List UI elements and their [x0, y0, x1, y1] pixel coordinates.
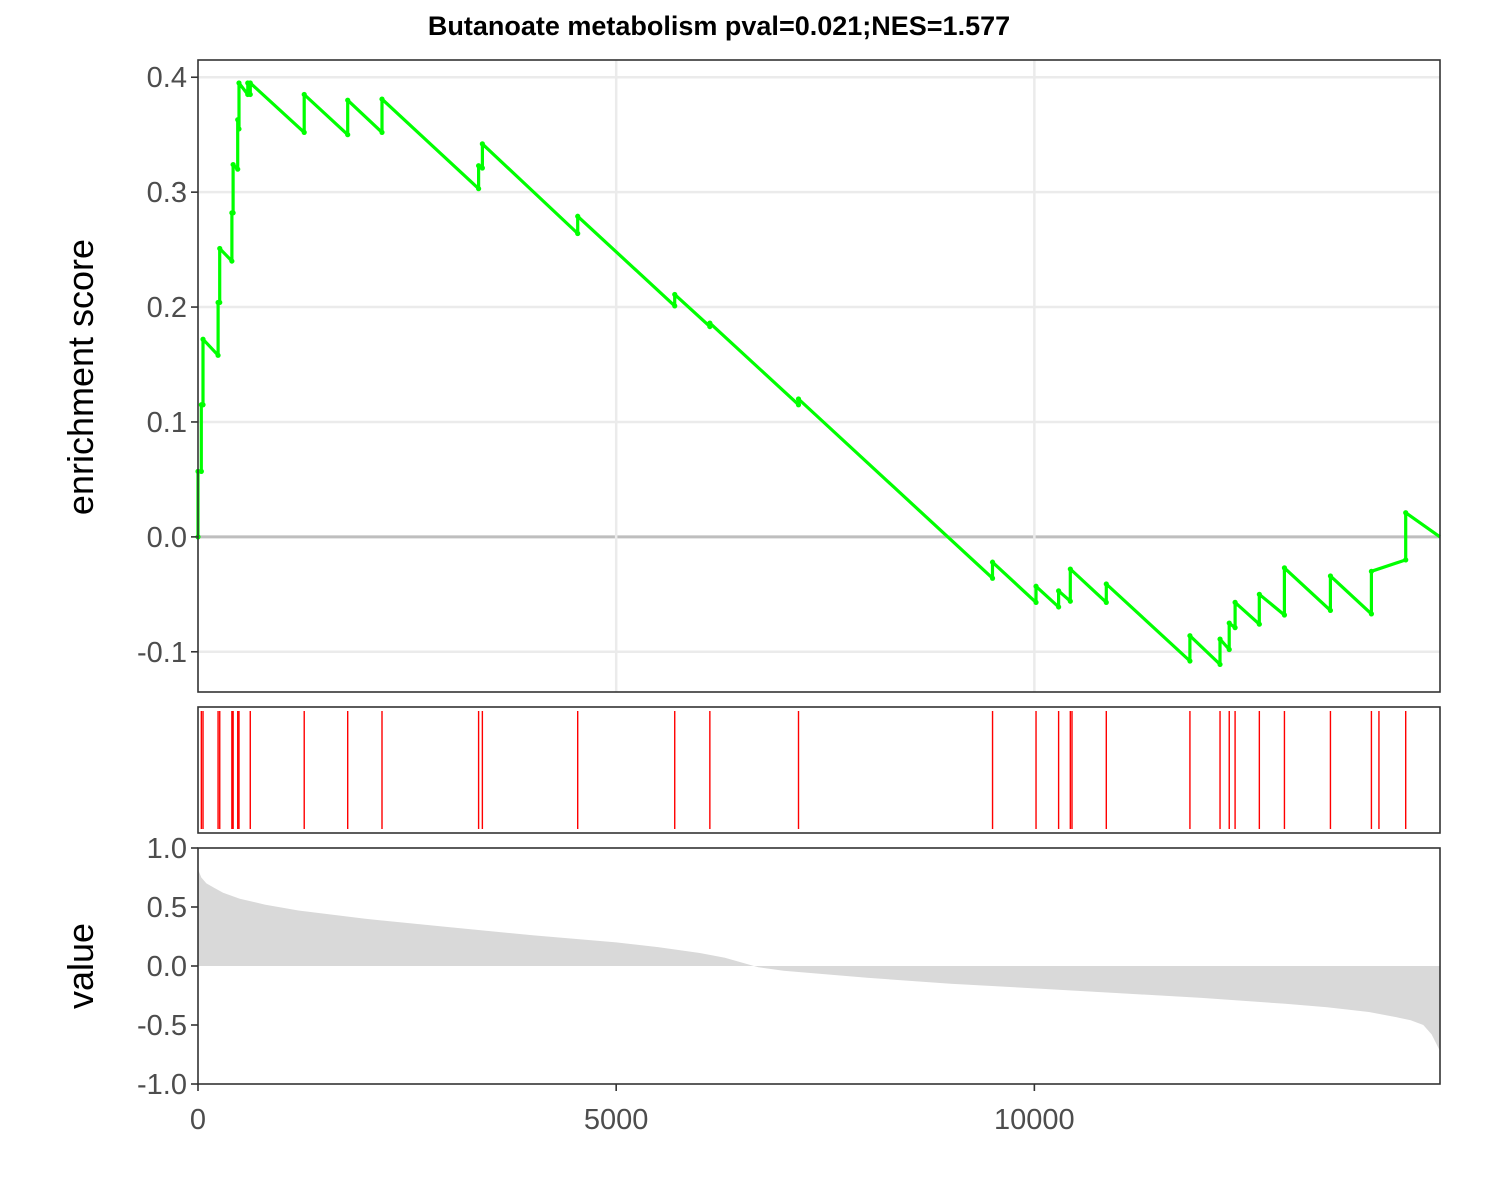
hit-rug-panel	[197, 706, 1441, 834]
es-point	[345, 97, 351, 103]
es-y-ticks: -0.1 0.0 0.1 0.2 0.3 0.4	[137, 62, 198, 669]
es-point	[217, 245, 223, 252]
ranked-metric-fill	[198, 869, 1440, 1051]
es-point	[1327, 573, 1334, 579]
es-point	[1403, 510, 1409, 516]
es-point	[229, 258, 235, 264]
es-y-tick-label: 0.0	[147, 522, 187, 554]
metric-x-ticks: 0 5000 10000	[190, 1084, 1075, 1136]
es-y-tick-label: 0.2	[147, 292, 187, 324]
metric-x-tick-label: 0	[190, 1104, 206, 1136]
es-point	[1033, 599, 1039, 605]
es-point	[247, 91, 253, 98]
es-point	[672, 303, 678, 309]
es-point	[217, 299, 223, 306]
metric-y-tick-label: 0.5	[147, 892, 187, 924]
es-point	[1232, 599, 1238, 605]
rug-panel-border	[197, 706, 1441, 834]
metric-x-tick-label: 5000	[584, 1104, 649, 1136]
es-point	[235, 117, 241, 123]
es-point	[476, 163, 482, 169]
es-point	[345, 132, 351, 138]
metric-y-ticks: -1.0 -0.5 0.0 0.5 1.0	[137, 833, 198, 1101]
es-point	[230, 161, 236, 168]
es-y-axis-title: enrichment score	[60, 239, 101, 515]
es-point	[235, 166, 241, 172]
es-point	[989, 559, 996, 565]
es-point	[1281, 565, 1288, 571]
metric-y-axis-title: value	[60, 923, 101, 1009]
es-point	[989, 575, 996, 581]
es-point	[1281, 612, 1288, 618]
metric-y-tick-label: -0.5	[137, 1010, 187, 1042]
es-point	[476, 186, 482, 192]
es-point	[672, 291, 678, 298]
es-point	[1033, 583, 1039, 589]
ranked-metric-area	[198, 869, 1440, 1051]
es-point	[1368, 611, 1375, 617]
es-point	[1103, 599, 1109, 605]
metric-y-tick-label: -1.0	[137, 1069, 187, 1101]
es-point	[1256, 591, 1262, 597]
hit-marks	[200, 711, 1407, 829]
es-point	[1067, 598, 1073, 604]
es-point	[1217, 636, 1223, 642]
es-point	[1256, 621, 1262, 627]
es-point	[1403, 557, 1409, 563]
ranked-metric-panel: -1.0 -0.5 0.0 0.5 1.0 0 5000 10000 value	[60, 833, 1441, 1136]
es-point	[1226, 646, 1232, 653]
es-panel-border	[197, 59, 1441, 693]
es-point	[1056, 588, 1062, 594]
es-point	[236, 126, 242, 132]
es-y-tick-label: -0.1	[137, 637, 187, 669]
es-y-tick-label: 0.3	[147, 177, 187, 209]
es-point	[230, 210, 236, 216]
es-point	[1327, 607, 1334, 614]
es-point	[1187, 658, 1193, 664]
es-point	[575, 230, 581, 237]
es-point	[1232, 625, 1238, 631]
es-point	[795, 396, 802, 402]
es-point	[1187, 633, 1193, 639]
es-point	[1067, 566, 1073, 572]
es-point	[200, 336, 206, 342]
es-y-tick-label: 0.1	[147, 407, 187, 439]
es-point	[795, 402, 802, 408]
es-point	[1368, 568, 1375, 574]
metric-y-tick-label: 1.0	[147, 833, 187, 865]
es-point	[479, 165, 485, 171]
es-point	[236, 80, 242, 86]
es-y-tick-label: 0.4	[147, 62, 187, 94]
es-point	[1217, 661, 1223, 668]
metric-x-tick-label: 10000	[994, 1104, 1075, 1136]
es-point	[1056, 604, 1062, 610]
es-point	[575, 213, 581, 219]
es-curve	[195, 80, 1441, 668]
es-point	[379, 96, 385, 102]
enrichment-score-panel: -0.1 0.0 0.1 0.2 0.3 0.4 enrichment score	[60, 59, 1441, 693]
es-gridlines	[198, 60, 1440, 692]
es-point	[247, 80, 253, 86]
es-point	[200, 402, 206, 408]
es-point	[707, 320, 713, 326]
es-point	[1103, 581, 1109, 587]
es-point	[1226, 620, 1232, 626]
es-point	[479, 141, 485, 147]
metric-y-tick-label: 0.0	[147, 951, 187, 983]
es-point	[379, 129, 385, 135]
es-point	[215, 352, 221, 358]
chart-title: Butanoate metabolism pval=0.021;NES=1.57…	[428, 11, 1010, 41]
es-point	[198, 468, 204, 474]
es-point	[301, 91, 307, 98]
es-point	[301, 129, 307, 135]
